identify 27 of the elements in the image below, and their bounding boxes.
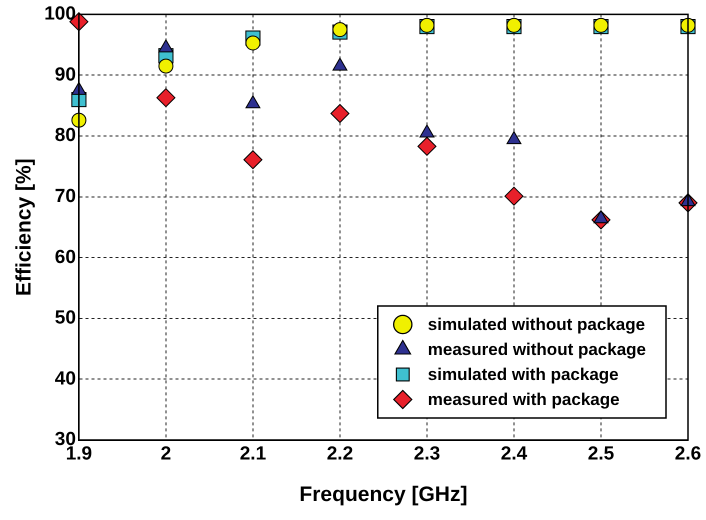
point <box>504 186 524 206</box>
y-tick-label: 70 <box>54 186 76 208</box>
point <box>417 136 436 156</box>
x-tick-label: 2.1 <box>240 444 267 465</box>
y-tick-label: 100 <box>44 4 76 25</box>
point <box>158 58 174 74</box>
y-tick-label: 60 <box>54 246 76 268</box>
legend-label: measured with package <box>428 390 620 410</box>
x-axis-title: Frequency [GHz] <box>299 483 468 506</box>
legend-label: simulated with package <box>428 365 619 384</box>
y-tick-label: 40 <box>54 368 76 390</box>
x-tick-label: 2.3 <box>414 444 440 465</box>
x-tick-label: 2.2 <box>326 444 354 465</box>
y-tick-label: 90 <box>54 64 76 86</box>
x-tick-label: 2.4 <box>500 444 528 465</box>
x-tick-label: 2.6 <box>674 444 702 465</box>
y-axis-title: Efficiency [%] <box>12 158 36 296</box>
point <box>156 88 176 108</box>
x-tick-label: 2 <box>160 444 172 465</box>
y-tick-label: 80 <box>54 125 76 146</box>
point <box>243 150 262 170</box>
point <box>245 35 260 50</box>
legend-label: simulated without package <box>428 315 646 334</box>
y-tick-label: 50 <box>54 308 76 329</box>
legend-label: measured without package <box>428 340 646 360</box>
x-tick-label: 2.5 <box>588 444 615 465</box>
point <box>330 104 350 124</box>
